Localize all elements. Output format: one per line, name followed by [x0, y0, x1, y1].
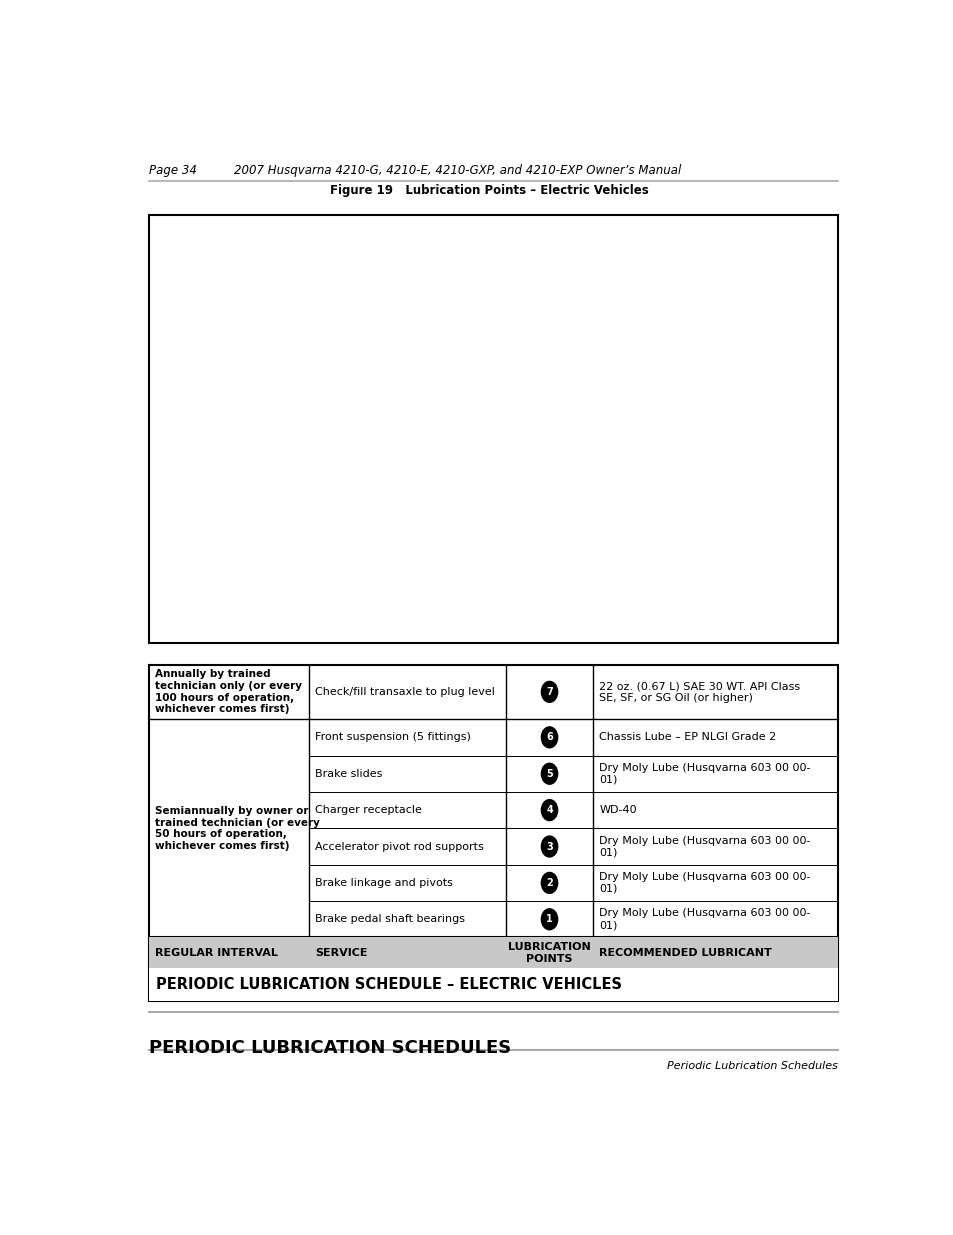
Text: Periodic Lubrication Schedules: Periodic Lubrication Schedules: [666, 1061, 837, 1071]
Text: RECOMMENDED LUBRICANT: RECOMMENDED LUBRICANT: [598, 947, 771, 957]
Text: Check/fill transaxle to plug level: Check/fill transaxle to plug level: [314, 687, 495, 697]
Text: Semiannually by owner or
trained technician (or every
50 hours of operation,
whi: Semiannually by owner or trained technic…: [154, 806, 319, 851]
Circle shape: [540, 763, 558, 784]
Text: Dry Moly Lube (Husqvarna 603 00 00-
01): Dry Moly Lube (Husqvarna 603 00 00- 01): [598, 763, 810, 784]
Text: LUBRICATION
POINTS: LUBRICATION POINTS: [508, 942, 590, 963]
Circle shape: [540, 909, 558, 930]
Text: 1: 1: [545, 914, 553, 924]
Text: Brake pedal shaft bearings: Brake pedal shaft bearings: [314, 914, 465, 924]
Text: Page 34: Page 34: [149, 163, 196, 177]
Text: Charger receptacle: Charger receptacle: [314, 805, 422, 815]
Text: Chassis Lube – EP NLGI Grade 2: Chassis Lube – EP NLGI Grade 2: [598, 732, 776, 742]
Text: REGULAR INTERVAL: REGULAR INTERVAL: [154, 947, 277, 957]
Circle shape: [540, 836, 558, 857]
Text: Accelerator pivot rod supports: Accelerator pivot rod supports: [314, 841, 483, 851]
Text: Dry Moly Lube (Husqvarna 603 00 00-
01): Dry Moly Lube (Husqvarna 603 00 00- 01): [598, 909, 810, 930]
Text: Dry Moly Lube (Husqvarna 603 00 00-
01): Dry Moly Lube (Husqvarna 603 00 00- 01): [598, 872, 810, 894]
Text: PERIODIC LUBRICATION SCHEDULES: PERIODIC LUBRICATION SCHEDULES: [149, 1039, 511, 1057]
Text: SERVICE: SERVICE: [314, 947, 368, 957]
Text: Annually by trained
technician only (or every
100 hours of operation,
whichever : Annually by trained technician only (or …: [154, 669, 301, 714]
Text: Figure 19   Lubrication Points – Electric Vehicles: Figure 19 Lubrication Points – Electric …: [329, 184, 648, 198]
Text: 2: 2: [545, 878, 553, 888]
Text: 6: 6: [545, 732, 553, 742]
Text: 3: 3: [545, 841, 553, 851]
Text: 22 oz. (0.67 L) SAE 30 WT. API Class
SE, SF, or SG Oil (or higher): 22 oz. (0.67 L) SAE 30 WT. API Class SE,…: [598, 680, 800, 703]
Text: PERIODIC LUBRICATION SCHEDULE – ELECTRIC VEHICLES: PERIODIC LUBRICATION SCHEDULE – ELECTRIC…: [156, 977, 621, 992]
Text: Front suspension (5 fittings): Front suspension (5 fittings): [314, 732, 471, 742]
Text: Brake slides: Brake slides: [314, 768, 382, 779]
Bar: [149, 937, 837, 968]
Text: WD-40: WD-40: [598, 805, 637, 815]
Text: Brake linkage and pivots: Brake linkage and pivots: [314, 878, 453, 888]
Bar: [149, 664, 837, 1002]
Circle shape: [540, 727, 558, 748]
Text: 4: 4: [545, 805, 553, 815]
Bar: [149, 968, 837, 1002]
Text: 7: 7: [545, 687, 553, 697]
Text: 2007 Husqvarna 4210-G, 4210-E, 4210-GXP, and 4210-EXP Owner’s Manual: 2007 Husqvarna 4210-G, 4210-E, 4210-GXP,…: [233, 163, 680, 177]
Circle shape: [540, 872, 558, 893]
Circle shape: [540, 682, 558, 703]
Circle shape: [540, 800, 558, 820]
Text: Dry Moly Lube (Husqvarna 603 00 00-
01): Dry Moly Lube (Husqvarna 603 00 00- 01): [598, 836, 810, 857]
Text: 5: 5: [545, 768, 553, 779]
Bar: [149, 215, 837, 642]
